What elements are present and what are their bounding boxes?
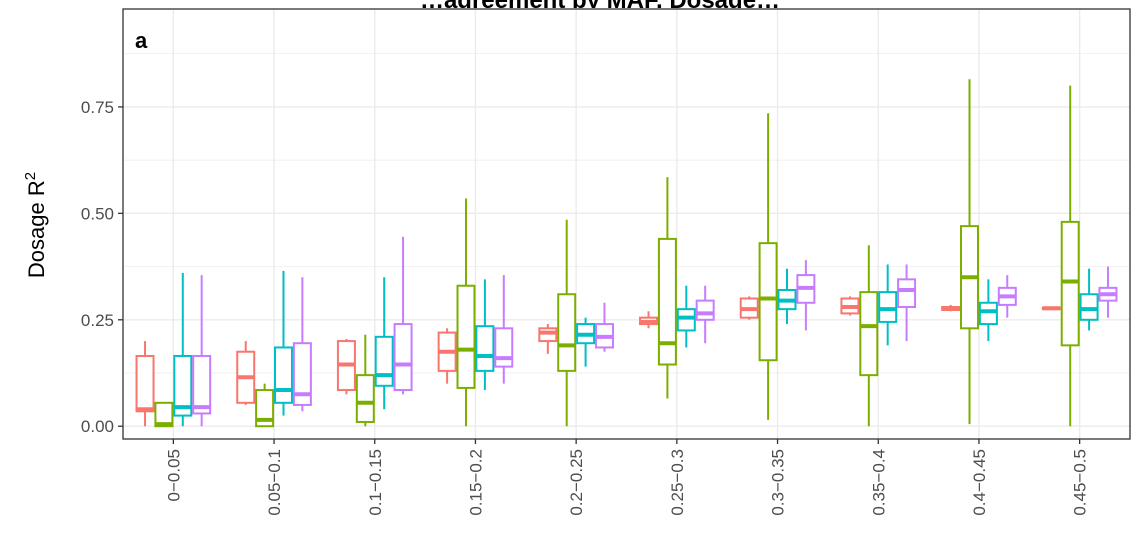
box-mark [1041,306,1061,311]
box-mark [796,260,816,331]
box-mark [154,401,174,428]
box-body [173,354,193,417]
box-body [676,308,696,332]
box-body [538,327,558,343]
box-mark [557,219,577,427]
box-mark [173,272,193,427]
y-axis-title: Dosage R2 [22,172,49,278]
panel-border [122,8,1131,440]
partial-top-title: …agreement by MAF, Dosage… [420,0,780,14]
box-mark [135,341,155,427]
box-mark [475,279,495,391]
x-tick-label: 0.15−0.2 [466,449,485,516]
box-body [1079,293,1099,321]
box-body [859,291,879,377]
box-mark [374,277,394,410]
box-mark [941,304,961,312]
box-mark [393,236,413,395]
box-body [273,346,293,404]
box-mark [997,275,1017,318]
y-tick-label: 0.75 [81,98,114,117]
box-mark [639,311,659,329]
box-mark [840,296,860,316]
box-body [255,389,275,428]
box-mark [758,113,778,420]
box-body [758,242,778,362]
x-tick-label: 0.1−0.15 [366,449,385,516]
box-mark [355,334,375,427]
box-mark [897,264,917,342]
box-mark [695,285,715,344]
box-mark [255,383,275,428]
box-mark [538,324,558,354]
box-body [154,401,174,428]
box-body [292,342,312,406]
box-mark [292,277,312,412]
box-body [1060,220,1080,347]
box-body [657,237,677,366]
y-tick-label: 0.25 [81,311,114,330]
box-mark [1098,266,1118,318]
box-mark [777,268,797,325]
box-mark [978,279,998,342]
x-axis: 0−0.05 0.05−0.1 0.1−0.15 0.15−0.2 0.2−0.25 0.… [164,439,1090,516]
box-series [173,264,1099,427]
box-mark [1079,268,1099,331]
box-series-group [135,79,1118,428]
box-body [393,323,413,392]
box-body [557,293,577,372]
x-tick-label: 0−0.05 [164,449,183,501]
box-series [135,296,1061,427]
box-body [456,284,476,389]
box-mark [1060,85,1080,427]
x-tick-label: 0.3−0.35 [769,449,788,516]
box-body [475,325,495,372]
box-body [192,354,212,415]
box-series [154,79,1080,428]
box-body [978,301,998,326]
box-mark [236,341,256,405]
y-tick-label: 0.00 [81,417,114,436]
box-body [374,335,394,387]
x-tick-label: 0.4−0.45 [970,449,989,516]
panel-label: a [135,28,148,53]
box-mark [437,328,457,384]
y-tick-label: 0.50 [81,204,114,223]
box-body [355,374,375,423]
box-series [192,236,1118,427]
box-mark [456,198,476,427]
box-body [897,278,917,309]
box-mark [192,275,212,427]
x-tick-label: 0.45−0.5 [1071,449,1090,516]
box-body [695,299,715,321]
box-mark [960,79,980,425]
box-mark [657,177,677,399]
y-axis-title-superscript: 2 [22,172,39,180]
box-body [878,291,898,323]
box-body [135,354,155,413]
box-mark [273,270,293,416]
box-body [494,327,514,368]
partial-top-title-group: …agreement by MAF, Dosage… [420,0,780,14]
box-mark [739,296,759,320]
grid-lines [123,9,1130,439]
box-mark [676,285,696,348]
box-mark [594,302,614,352]
y-axis: 0.00 0.25 0.50 0.75 [81,98,123,436]
x-tick-label: 0.25−0.3 [668,449,687,516]
box-mark [878,264,898,346]
y-axis-title-text: Dosage R [24,180,49,278]
box-mark [576,317,596,367]
x-tick-label: 0.35−0.4 [869,449,888,516]
box-mark [859,245,879,427]
x-tick-label: 0.05−0.1 [265,449,284,516]
box-mark [494,275,514,384]
x-tick-label: 0.2−0.25 [567,449,586,516]
box-mark [336,338,356,395]
